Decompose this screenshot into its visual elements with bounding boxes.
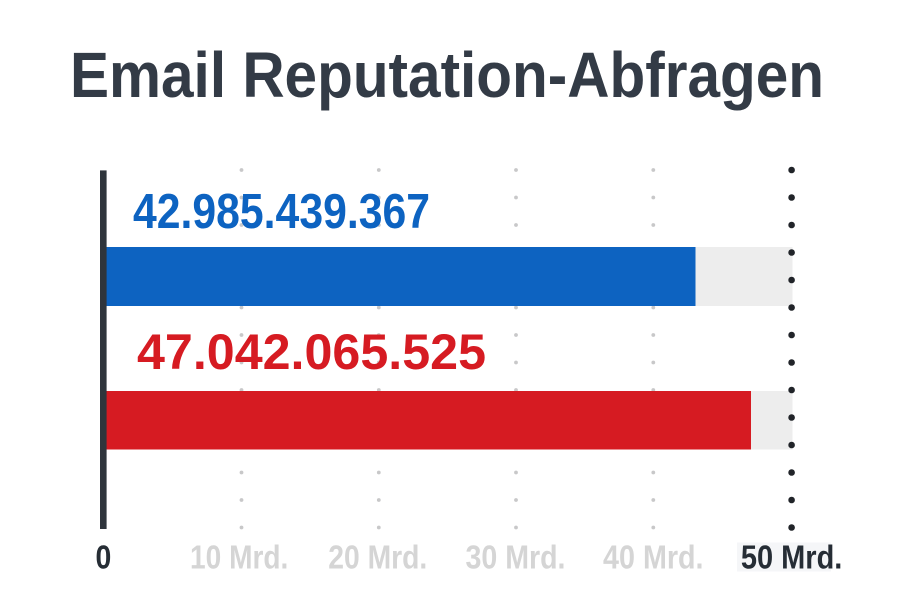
svg-text:50 Mrd.: 50 Mrd. bbox=[741, 540, 843, 577]
svg-text:Email Reputation-Abfragen: Email Reputation-Abfragen bbox=[70, 39, 824, 111]
svg-text:47.042.065.525: 47.042.065.525 bbox=[137, 324, 486, 380]
svg-text:20 Mrd.: 20 Mrd. bbox=[328, 540, 427, 577]
svg-text:0: 0 bbox=[96, 540, 112, 577]
svg-text:42.985.439.367: 42.985.439.367 bbox=[133, 185, 430, 239]
svg-text:10 Mrd.: 10 Mrd. bbox=[190, 540, 288, 577]
svg-text:30 Mrd.: 30 Mrd. bbox=[466, 540, 566, 577]
svg-text:40 Mrd.: 40 Mrd. bbox=[603, 540, 704, 577]
